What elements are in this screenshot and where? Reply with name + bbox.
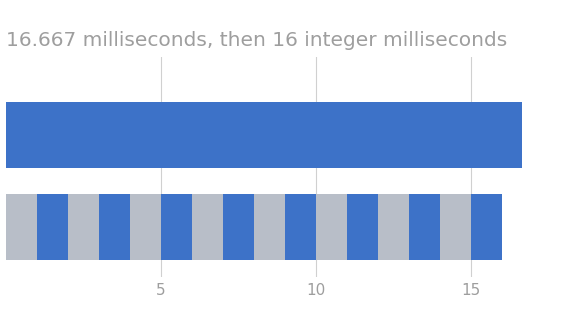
- Bar: [192, 194, 223, 260]
- Bar: [37, 194, 68, 260]
- Bar: [285, 194, 316, 260]
- Bar: [254, 194, 285, 260]
- Bar: [223, 194, 254, 260]
- Bar: [160, 194, 192, 260]
- Bar: [129, 194, 160, 260]
- Bar: [408, 194, 440, 260]
- Bar: [346, 194, 377, 260]
- Bar: [440, 194, 471, 260]
- Bar: [471, 194, 502, 260]
- Bar: [6, 194, 37, 260]
- Bar: [99, 194, 129, 260]
- Text: 16.667 milliseconds, then 16 integer milliseconds: 16.667 milliseconds, then 16 integer mil…: [6, 31, 507, 49]
- Bar: [6, 102, 522, 168]
- Bar: [316, 194, 346, 260]
- Bar: [68, 194, 99, 260]
- Bar: [377, 194, 408, 260]
